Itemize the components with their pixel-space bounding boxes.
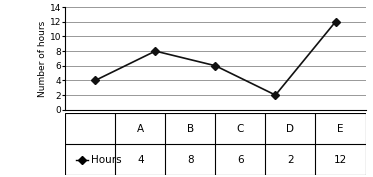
Y-axis label: Number of hours: Number of hours [38,20,47,96]
Text: C: C [237,124,244,134]
Text: 12: 12 [334,155,347,165]
Text: 8: 8 [187,155,194,165]
Text: 4: 4 [137,155,144,165]
Text: D: D [286,124,294,134]
Text: E: E [337,124,344,134]
Text: 6: 6 [237,155,244,165]
Text: B: B [187,124,194,134]
Text: A: A [137,124,144,134]
Text: Hours: Hours [91,155,122,165]
Text: 2: 2 [287,155,294,165]
